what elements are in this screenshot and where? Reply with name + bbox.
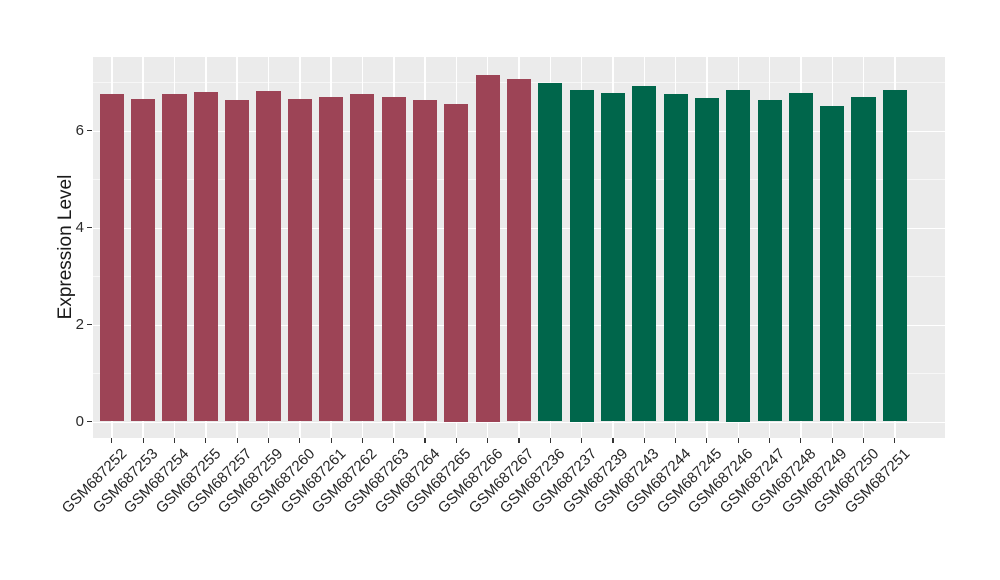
bar bbox=[475, 74, 500, 422]
bar bbox=[318, 96, 344, 422]
y-tick-label: 2 bbox=[75, 315, 84, 333]
x-tick-mark bbox=[393, 438, 395, 443]
bar bbox=[412, 100, 438, 422]
bar bbox=[882, 90, 907, 422]
x-tick-mark bbox=[894, 438, 896, 443]
x-tick-mark bbox=[424, 438, 426, 443]
x-tick-mark bbox=[487, 438, 489, 443]
bar bbox=[444, 103, 469, 422]
bar bbox=[538, 83, 563, 422]
x-tick-mark bbox=[800, 438, 802, 443]
x-tick-mark bbox=[831, 438, 833, 443]
bar bbox=[788, 93, 814, 422]
x-tick-mark bbox=[267, 438, 269, 443]
y-tick-label: 4 bbox=[75, 218, 84, 236]
x-tick-mark bbox=[612, 438, 614, 443]
bar bbox=[820, 106, 845, 422]
x-tick-mark bbox=[142, 438, 144, 443]
bar bbox=[99, 94, 124, 422]
bar bbox=[256, 90, 281, 422]
x-tick-mark bbox=[643, 438, 645, 443]
x-tick-mark bbox=[737, 438, 739, 443]
bar bbox=[632, 85, 657, 422]
bar bbox=[694, 98, 720, 422]
x-tick-mark bbox=[863, 438, 865, 443]
bar bbox=[506, 79, 532, 422]
bar bbox=[663, 94, 688, 422]
y-tick-mark bbox=[87, 420, 92, 423]
bar bbox=[287, 99, 312, 422]
x-tick-mark bbox=[455, 438, 457, 443]
y-axis-title: Expression Level bbox=[55, 174, 76, 320]
x-tick-mark bbox=[581, 438, 583, 443]
x-tick-mark bbox=[330, 438, 332, 443]
x-tick-mark bbox=[549, 438, 551, 443]
x-tick-mark bbox=[675, 438, 677, 443]
bar bbox=[569, 89, 594, 422]
plot-panel bbox=[93, 57, 945, 438]
bar bbox=[600, 92, 626, 422]
x-tick-mark bbox=[706, 438, 708, 443]
y-tick-mark bbox=[87, 227, 92, 229]
y-tick-mark bbox=[87, 324, 92, 326]
x-tick-mark bbox=[518, 438, 520, 443]
x-tick-mark bbox=[299, 438, 301, 443]
x-tick-mark bbox=[173, 438, 175, 443]
bar bbox=[162, 94, 187, 422]
y-tick-label: 6 bbox=[75, 121, 84, 139]
bar bbox=[225, 100, 250, 422]
bar bbox=[726, 90, 751, 422]
x-tick-mark bbox=[111, 438, 113, 443]
bar bbox=[131, 98, 156, 422]
x-tick-mark bbox=[361, 438, 363, 443]
bar bbox=[350, 93, 375, 422]
y-tick-mark bbox=[87, 130, 92, 132]
x-tick-mark bbox=[236, 438, 238, 443]
bar bbox=[851, 97, 876, 422]
bar bbox=[381, 96, 406, 422]
y-tick-label: 0 bbox=[75, 412, 84, 430]
bar bbox=[193, 92, 218, 422]
bar bbox=[757, 99, 782, 422]
x-tick-mark bbox=[769, 438, 771, 443]
x-tick-mark bbox=[205, 438, 207, 443]
